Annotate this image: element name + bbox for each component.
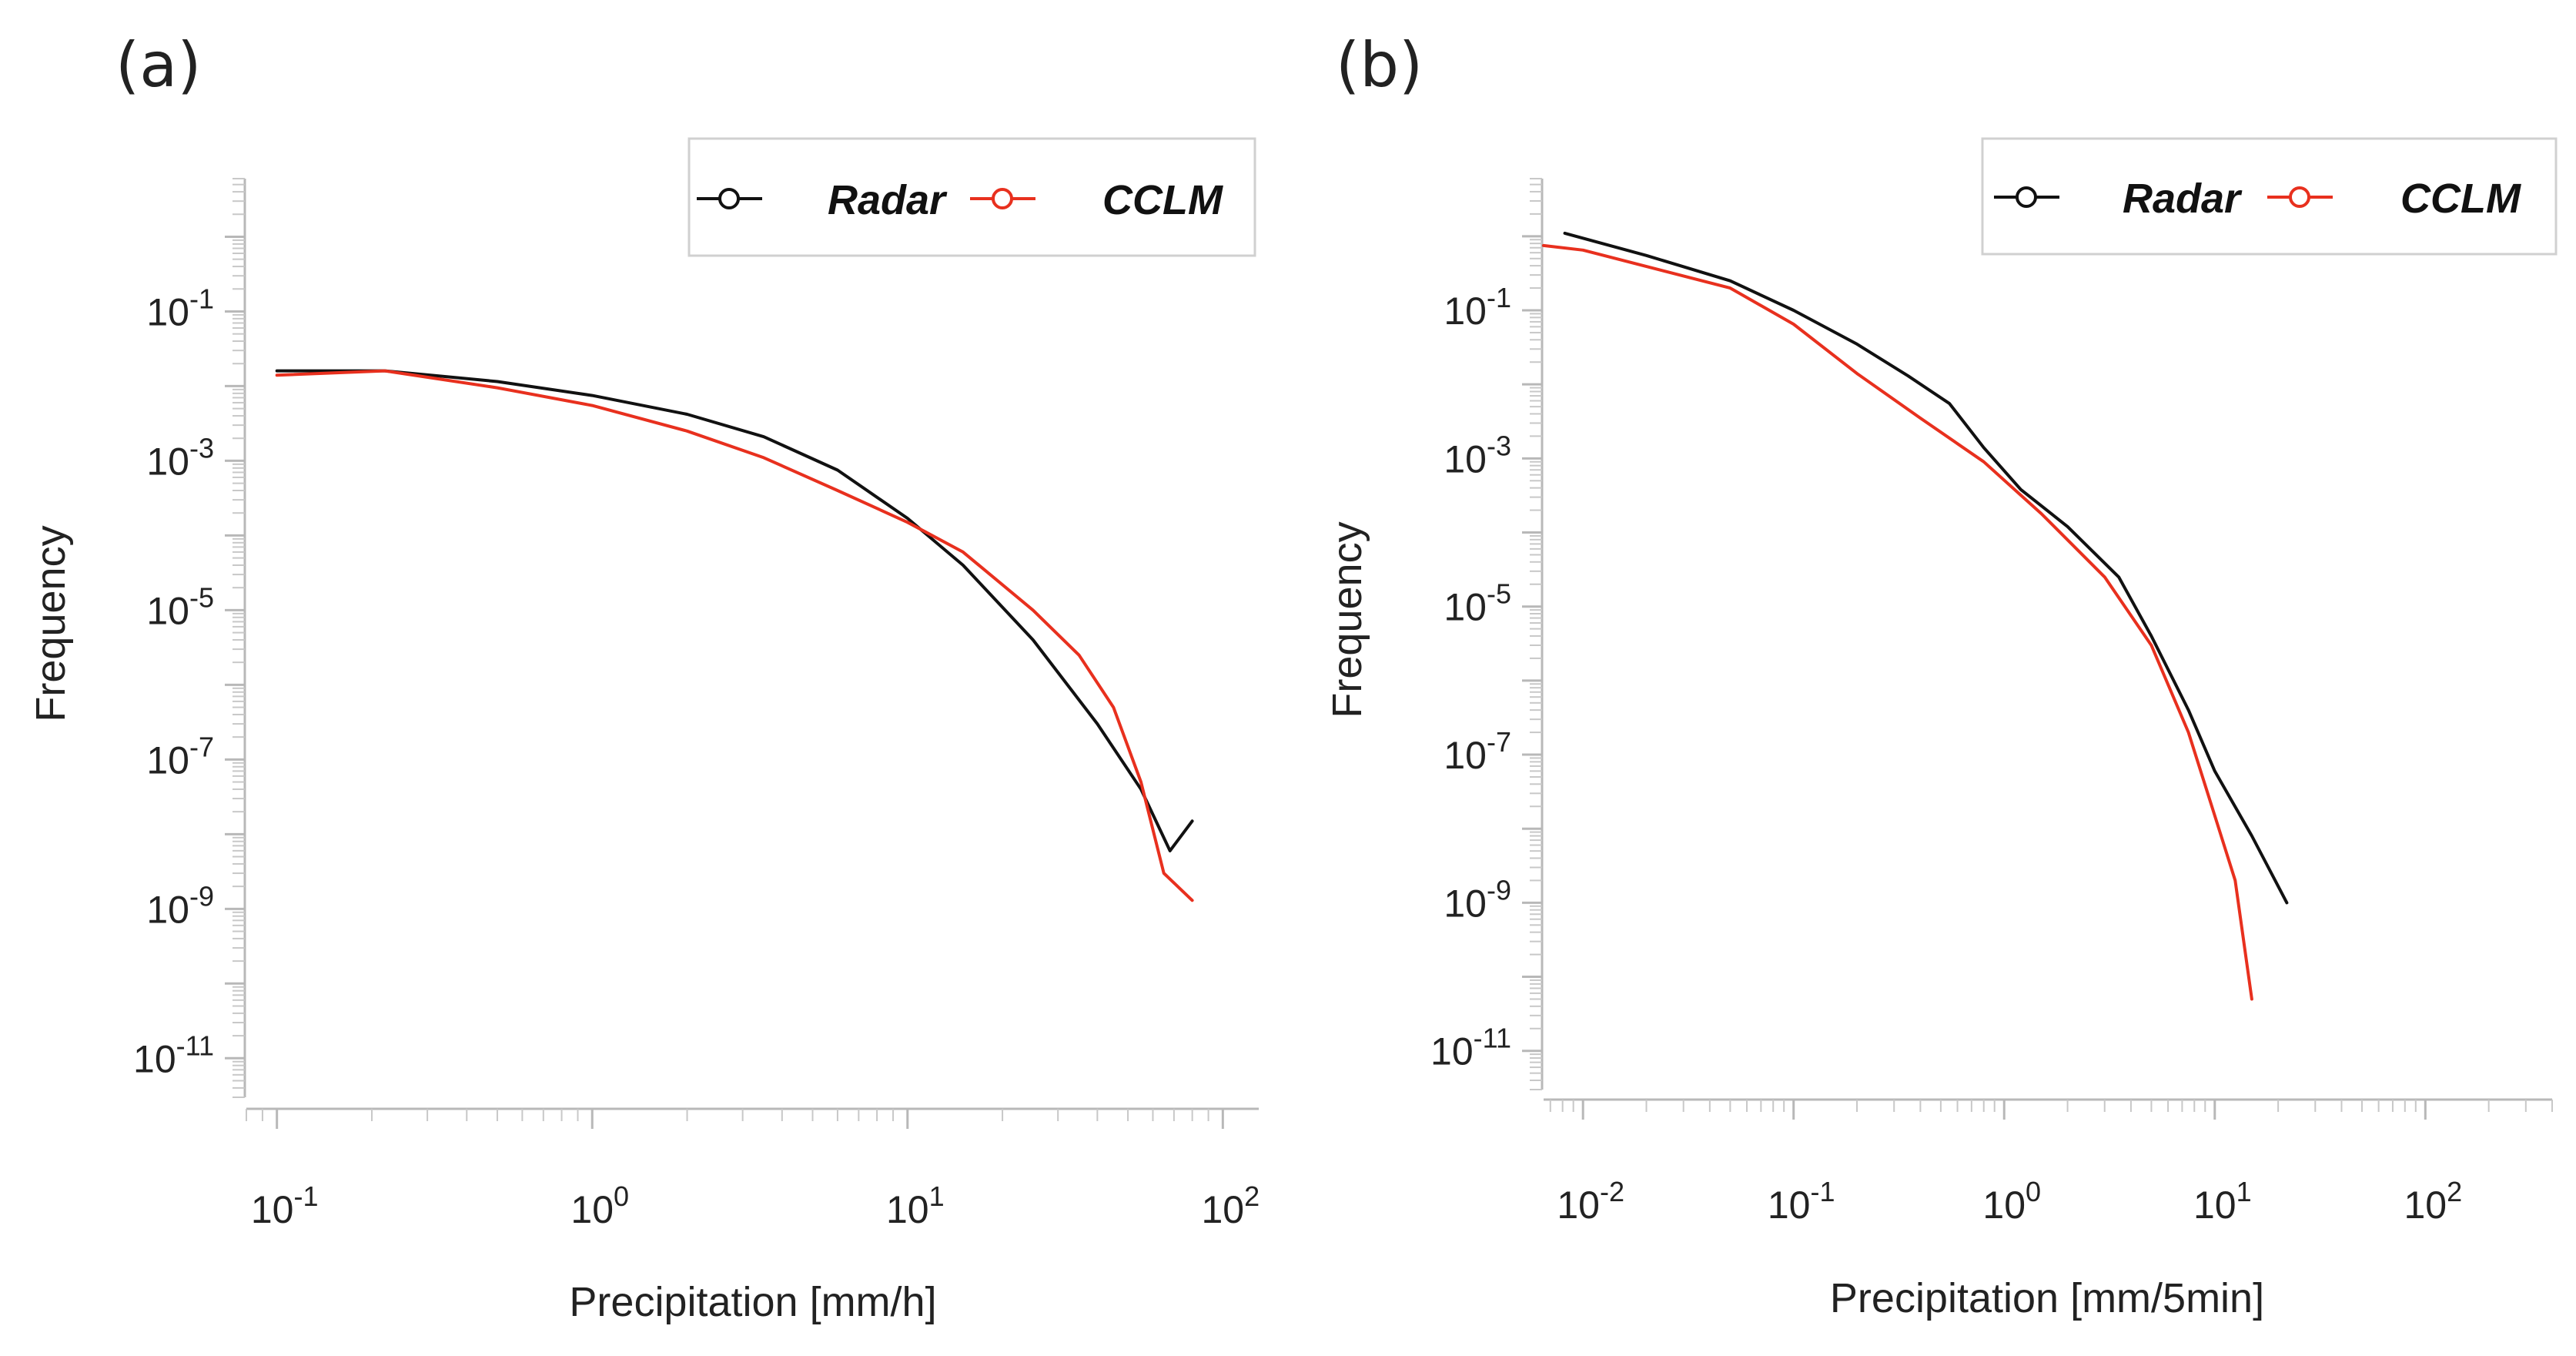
legend-radar-marker	[718, 188, 740, 209]
y-tick-label: 10-1	[1444, 282, 1511, 333]
x-tick-label: 10-2	[1557, 1176, 1624, 1227]
x-tick-label: 102	[2404, 1176, 2462, 1227]
legend: Radar CCLM	[1981, 137, 2558, 256]
x-tick-label: 102	[1202, 1180, 1260, 1231]
x-axis-title: Precipitation [mm/h]	[569, 1279, 936, 1325]
x-tick-label: 100	[1982, 1176, 2041, 1227]
y-tick-label: 10-7	[146, 731, 214, 782]
y-axis-title: Frequency	[1324, 521, 1370, 718]
series-line-radar	[275, 369, 1194, 852]
y-tick-label: 10-9	[1444, 874, 1511, 925]
panel-b: (b) 10-1 10-3 10-5 10-7 10-9 10-11 10-2 10-1 100…	[1324, 29, 2558, 1321]
legend-radar-label: Radar	[2123, 176, 2243, 222]
legend-radar-label: Radar	[828, 177, 948, 223]
legend-box	[687, 137, 1256, 257]
x-tick-label: 100	[570, 1180, 629, 1231]
y-tick-label: 10-11	[133, 1030, 214, 1080]
y-tick-label: 10-9	[146, 880, 214, 931]
x-tick-label: 101	[2193, 1176, 2252, 1227]
legend-cclm-marker	[992, 188, 1013, 209]
x-tick-label: 10-1	[1768, 1176, 1835, 1227]
plot-area: 10-1 10-3 10-5 10-7 10-9 10-11 10-2 10-1 100 101 1…	[1430, 178, 2553, 1227]
legend-cclm-marker	[2289, 186, 2310, 208]
series-line-radar	[1563, 231, 2289, 905]
legend-cclm-label: CCLM	[1102, 177, 1223, 223]
x-tick-label: 101	[886, 1180, 945, 1231]
y-tick-label: 10-1	[146, 283, 214, 333]
y-tick-label: 10-3	[146, 432, 214, 483]
y-tick-label: 10-11	[1430, 1023, 1511, 1073]
legend: Radar CCLM	[687, 137, 1256, 257]
y-tick-label: 10-5	[146, 581, 214, 632]
x-axis-title: Precipitation [mm/5min]	[1830, 1275, 2264, 1321]
panel-label: (b)	[1336, 29, 1423, 101]
y-axis-title: Frequency	[28, 525, 74, 722]
plot-area: 10-1 10-3 10-5 10-7 10-9 10-11 10-1 100 101 102	[133, 178, 1260, 1231]
x-tick-label: 10-1	[251, 1180, 319, 1231]
y-tick-label: 10-3	[1444, 430, 1511, 480]
series-line-cclm	[1542, 243, 2253, 1001]
legend-box	[1981, 137, 2558, 256]
legend-cclm-label: CCLM	[2400, 176, 2521, 222]
series-line-cclm	[275, 369, 1194, 902]
y-tick-label: 10-7	[1444, 726, 1511, 777]
y-tick-label: 10-5	[1444, 578, 1511, 629]
panel-label: (a)	[115, 29, 201, 101]
legend-radar-marker	[2016, 186, 2037, 208]
